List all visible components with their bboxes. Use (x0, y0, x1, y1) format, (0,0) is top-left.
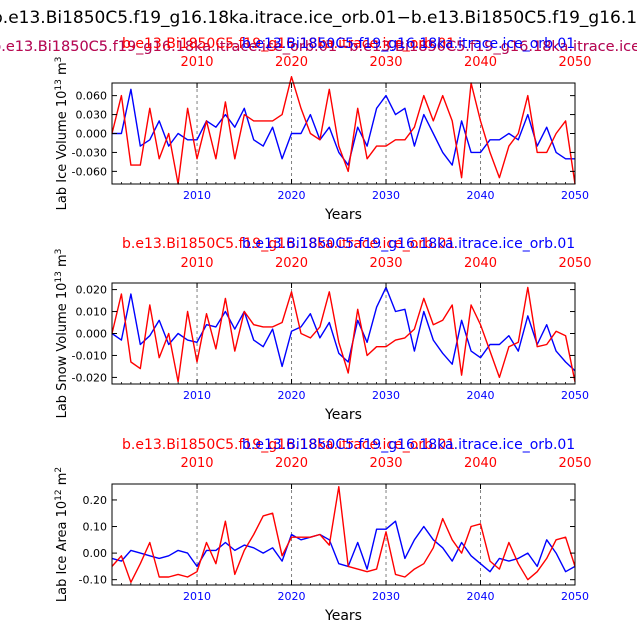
x-tick-label-top: 2020 (275, 55, 308, 70)
x-tick-label-top: 2050 (558, 55, 591, 70)
tick-marks: 2010 2010 2020 2020 2030 2030 2040 2040 2050 2050… (79, 456, 592, 603)
panel-title-blue: b.e13.Bi1850C5.f19_g16.18ka.itrace.ice_o… (242, 437, 575, 453)
y-axis-title: Lab Snow Volume 1013 m3 (54, 249, 70, 419)
panel-title-blue: b.e13.Bi1850C5.f19_g16.18ka.itrace.ice_o… (242, 36, 575, 52)
series-line-red (112, 287, 575, 381)
series-line-red (112, 487, 575, 583)
x-tick-label: 2010 (183, 189, 211, 202)
x-tick-label: 2010 (183, 389, 211, 402)
y-tick-label: -0.030 (72, 146, 107, 159)
x-tick-label: 2030 (372, 189, 400, 202)
x-tick-label: 2040 (467, 389, 495, 402)
y-tick-label: 0.20 (83, 494, 108, 507)
y-tick-label: 0.020 (76, 284, 108, 297)
y-tick-label: 0.060 (76, 90, 108, 103)
y-axis-title: Lab Ice Area 1012 m2 (54, 467, 70, 602)
y-tick-label: -0.060 (72, 165, 107, 178)
x-tick-label-top: 2050 (558, 456, 591, 471)
x-tick-label: 2020 (278, 389, 306, 402)
y-tick-label: 0.10 (83, 521, 108, 534)
x-tick-label: 2050 (561, 189, 589, 202)
x-tick-label-top: 2020 (275, 256, 308, 271)
x-tick-label-top: 2050 (558, 256, 591, 271)
y-axis-title-text: Lab Ice Volume 1013 m3 (54, 57, 70, 211)
x-tick-label-top: 2030 (369, 256, 402, 271)
x-tick-label-top: 2030 (369, 456, 402, 471)
x-tick-label-top: 2040 (464, 456, 497, 471)
y-tick-label: 0.030 (76, 109, 108, 122)
x-axis-title: Years (324, 207, 362, 223)
plot-frame (112, 283, 575, 384)
plot-frame (112, 484, 575, 585)
plot-frame (112, 83, 575, 184)
x-axis-title: Years (324, 407, 362, 423)
y-tick-label: 0.000 (76, 128, 108, 141)
panel-snow-volume: b.e13.Bi1850C5.f19_g16.18ka.itrace.ice_o… (54, 236, 592, 423)
series-lines (112, 487, 575, 583)
y-tick-label: -0.020 (72, 371, 107, 384)
x-axis-title: Years (324, 608, 362, 624)
y-axis-title-text: Lab Snow Volume 1013 m3 (54, 249, 70, 419)
series-line-red (112, 77, 575, 184)
x-tick-label: 2020 (278, 590, 306, 603)
x-tick-label-top: 2020 (275, 456, 308, 471)
x-tick-label-top: 2040 (464, 256, 497, 271)
y-tick-label: -0.010 (72, 349, 107, 362)
y-tick-label: -0.10 (79, 574, 107, 587)
x-tick-label: 2040 (467, 590, 495, 603)
x-tick-label: 2010 (183, 590, 211, 603)
y-tick-label: 0.00 (83, 547, 108, 560)
x-tick-label-top: 2010 (180, 456, 213, 471)
x-tick-label-top: 2040 (464, 55, 497, 70)
y-tick-label: 0.000 (76, 328, 108, 341)
series-lines (112, 77, 575, 184)
x-tick-label: 2020 (278, 189, 306, 202)
x-tick-label: 2050 (561, 590, 589, 603)
x-tick-label: 2050 (561, 389, 589, 402)
y-tick-label: 0.010 (76, 306, 108, 319)
chart-figure: b.e13.Bi1850C5.f19_g16.18ka.itrace.ice_o… (0, 0, 637, 637)
panel-title-blue: b.e13.Bi1850C5.f19_g16.18ka.itrace.ice_o… (242, 236, 575, 252)
tick-marks: 2010 2010 2020 2020 2030 2030 2040 2040 2050 2050… (72, 55, 592, 202)
panel-ice-volume: b.e13.Bi1850C5.f19_g16.18ka.itrace.ice_o… (54, 36, 592, 223)
x-tick-label-top: 2030 (369, 55, 402, 70)
x-tick-label: 2040 (467, 189, 495, 202)
y-axis-title: Lab Ice Volume 1013 m3 (54, 57, 70, 211)
x-tick-label-top: 2010 (180, 256, 213, 271)
x-tick-label: 2030 (372, 590, 400, 603)
figure-canvas: b.e13.Bi1850C5.f19_g16.18ka.itrace.ice_o… (0, 0, 637, 637)
y-axis-title-text: Lab Ice Area 1012 m2 (54, 467, 70, 602)
series-lines (112, 287, 575, 381)
x-tick-label: 2030 (372, 389, 400, 402)
figure-overall-title: b.e13.Bi1850C5.f19_g16.18ka.itrace.ice_o… (0, 8, 637, 28)
panel-ice-area: b.e13.Bi1850C5.f19_g16.18ka.itrace.ice_o… (54, 437, 592, 624)
x-tick-label-top: 2010 (180, 55, 213, 70)
